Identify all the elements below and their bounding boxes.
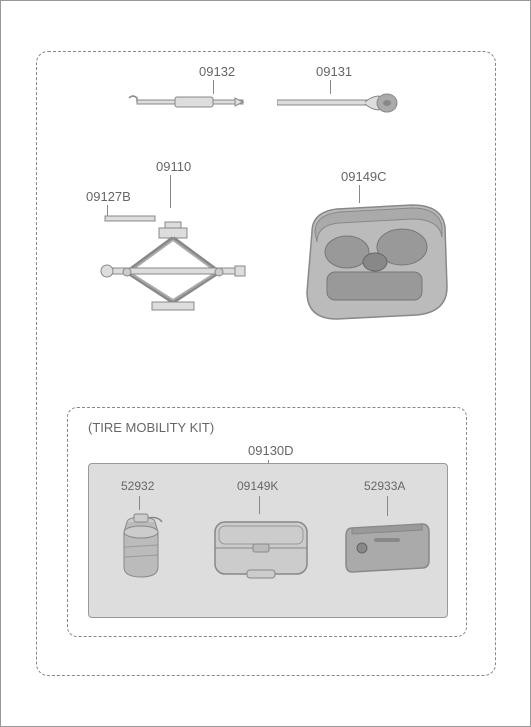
label-jack: 09110: [152, 157, 195, 176]
kit-title: (TIRE MOBILITY KIT): [88, 420, 214, 435]
wrench-tool: [277, 92, 402, 114]
label-compressor: 52933A: [364, 479, 405, 493]
leader-compressor: [387, 496, 388, 516]
tire-mobility-kit-group: (TIRE MOBILITY KIT) 09130D 52932 09149K: [67, 407, 467, 637]
hook-tool: [127, 92, 247, 112]
compressor: [344, 516, 434, 576]
leader-case: [259, 496, 260, 514]
diagram-frame: 09132 09131 09110 09127B: [36, 51, 496, 676]
leader-sealant: [139, 496, 140, 510]
scissor-jack: [97, 202, 252, 317]
kit-inner-box: 52932 09149K: [88, 463, 448, 618]
label-hook: 09132: [195, 62, 239, 81]
label-sealant: 52932: [121, 479, 154, 493]
label-wrench: 09131: [312, 62, 356, 81]
label-case: 09149K: [237, 479, 278, 493]
label-kit-group: 09130D: [248, 443, 294, 458]
label-tray: 09149C: [337, 167, 391, 186]
tool-tray: [297, 197, 452, 327]
sealant-bottle: [114, 512, 169, 582]
carrying-case: [209, 514, 314, 584]
